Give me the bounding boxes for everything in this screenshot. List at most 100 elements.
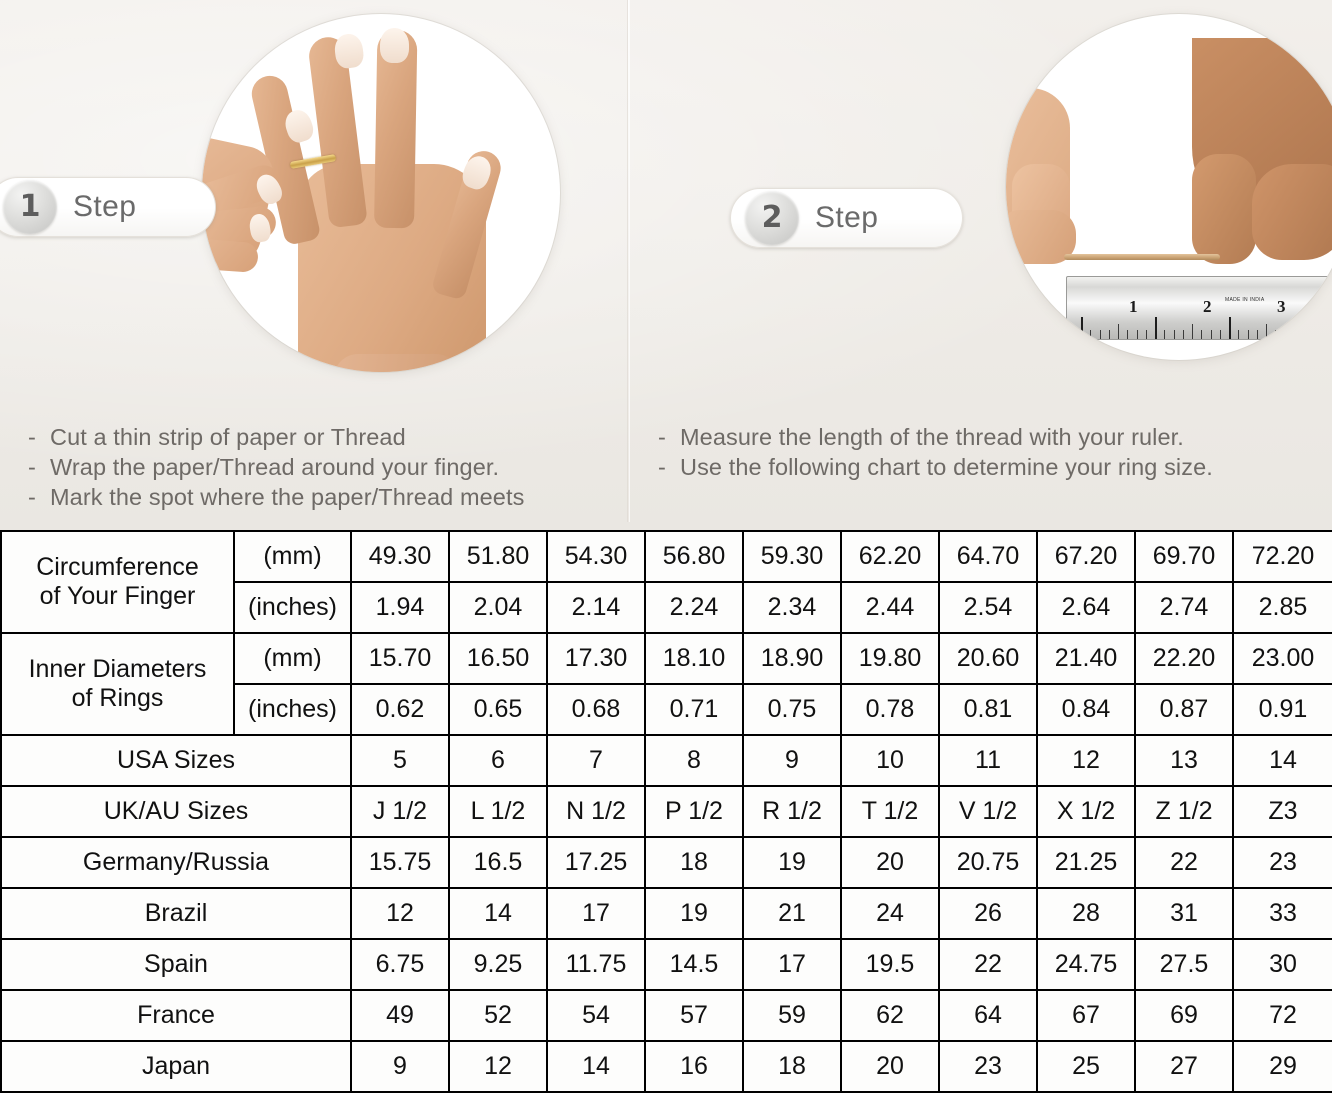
table-row: USA Sizes 5 6 7 8 9 10 11 12 13 14 [0,734,1332,787]
data-cell: 15.75 [350,836,450,889]
data-cell: 9 [350,1040,450,1093]
data-cell: 72.20 [1232,530,1332,583]
data-cell: 0.62 [350,683,450,736]
nail-middle [380,28,409,63]
data-cell: 0.91 [1232,683,1332,736]
data-cell: J 1/2 [350,785,450,838]
data-cell: 12 [448,1040,548,1093]
panel-divider [628,0,629,522]
data-cell: 18.90 [742,632,842,685]
tip-text: Measure the length of the thread with yo… [680,424,1184,450]
step-2-tips: - Measure the length of the thread with … [658,422,1323,482]
data-cell: 2.64 [1036,581,1136,634]
ruler-number: 1 [1129,297,1138,316]
table-row: Circumference of Your Finger (mm) 49.30 51.8… [0,530,1332,634]
data-cell: 12 [1036,734,1136,787]
data-cell: 16.50 [448,632,548,685]
data-cell: 2.74 [1134,581,1234,634]
data-cell: 24 [840,887,940,940]
step-1-badge: 1 Step [0,177,216,237]
ruler-tick [1238,330,1240,339]
data-cell: 5 [350,734,450,787]
ruler-number: 2 [1203,297,1212,316]
data-cell: N 1/2 [546,785,646,838]
data-cell: 9 [742,734,842,787]
data-cell: 12 [350,887,450,940]
data-cell: 2.04 [448,581,548,634]
ruler-tick [1312,330,1314,339]
tip-item: - Wrap the paper/Thread around your fing… [28,452,618,482]
tip-item: - Use the following chart to determine y… [658,452,1323,482]
ruler-tick [1099,330,1101,339]
data-cell: 10 [840,734,940,787]
step1-photo-hand-with-ring [202,14,560,372]
data-cell: 17.30 [546,632,646,685]
row-label: Japan [0,1040,352,1093]
data-cell: 0.71 [644,683,744,736]
ruler-tick [1256,330,1258,339]
row-label: France [0,989,352,1042]
ruler-tick [1145,330,1147,339]
right-hand-finger [1192,154,1256,264]
ruler-tick [1266,324,1267,339]
wrist [334,354,460,372]
row-group-label: Inner Diameters of Rings [0,632,235,736]
data-cell: 21.25 [1036,836,1136,889]
ruler-tick [1210,330,1212,339]
data-cell: 56.80 [644,530,744,583]
data-cell: 13 [1134,734,1234,787]
ruler-tick [1136,330,1138,339]
measuring-thread [1064,254,1220,260]
step-2-badge: 2 Step [730,188,963,248]
table-row: Spain 6.75 9.25 11.75 14.5 17 19.5 22 24.75 27.5 3… [0,938,1332,991]
instructions-area: MADE IN INDIA 1 2 3 1 Step 2 Step - Cut a … [0,0,1332,530]
data-cell: 54 [546,989,646,1042]
ruler-tick [1081,317,1083,339]
data-cell: L 1/2 [448,785,548,838]
row-label: USA Sizes [0,734,352,787]
data-cell: 9.25 [448,938,548,991]
data-cell: 2.44 [840,581,940,634]
data-cell: 62 [840,989,940,1042]
data-cell: 54.30 [546,530,646,583]
data-cell: 72 [1232,989,1332,1042]
table-row: Brazil 12 14 17 19 21 24 26 28 31 33 [0,887,1332,940]
ruler-tick [1247,330,1249,339]
bullet-dash-icon: - [28,424,36,450]
ruler: MADE IN INDIA 1 2 3 [1066,276,1332,340]
ruler-tick [1321,330,1323,339]
data-cell: 2.85 [1232,581,1332,634]
ruler-tick [1229,317,1231,339]
ruler-brand-label: MADE IN INDIA [1225,297,1265,303]
table-row: UK/AU Sizes J 1/2 L 1/2 N 1/2 P 1/2 R 1/2 T 1/… [0,785,1332,838]
data-cell: 2.14 [546,581,646,634]
data-cell: X 1/2 [1036,785,1136,838]
table-row: Japan 9 12 14 16 18 20 23 25 27 29 [0,1040,1332,1093]
data-cell: 0.78 [840,683,940,736]
data-cell: 14 [546,1040,646,1093]
data-cell: 24.75 [1036,938,1136,991]
ruler-tick [1173,330,1175,339]
data-cell: 0.81 [938,683,1038,736]
step-1-label: Step [73,190,137,223]
data-cell: 52 [448,989,548,1042]
ruler-tick [1118,324,1119,339]
ruler-tick [1090,330,1092,339]
data-cell: 14 [1232,734,1332,787]
data-cell: 0.68 [546,683,646,736]
data-cell: 7 [546,734,646,787]
row-label: Brazil [0,887,352,940]
data-cell: 2.54 [938,581,1038,634]
table-row: Inner Diameters of Rings (mm) 15.70 16.50 17.… [0,632,1332,736]
ruler-tick [1201,330,1203,339]
nail-index [333,32,365,70]
data-cell: 26 [938,887,1038,940]
data-cell: 2.34 [742,581,842,634]
data-cell: 19.80 [840,632,940,685]
data-cell: 27.5 [1134,938,1234,991]
data-cell: 18 [644,836,744,889]
data-cell: Z 1/2 [1134,785,1234,838]
data-cell: 23 [938,1040,1038,1093]
step-2-number: 2 [761,200,783,235]
ring-size-chart: Circumference of Your Finger (mm) 49.30 51.8… [0,530,1332,1093]
